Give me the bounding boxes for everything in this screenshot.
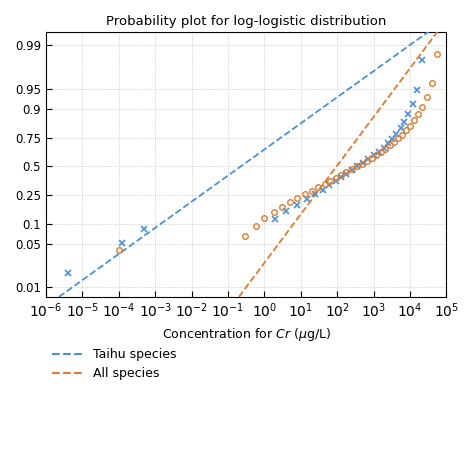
Title: Probability plot for log-logistic distribution: Probability plot for log-logistic distri… [106,15,386,28]
X-axis label: Concentration for $\it{Cr}$ ($\mu$g/L): Concentration for $\it{Cr}$ ($\mu$g/L) [162,326,331,343]
Legend: Taihu species, All species: Taihu species, All species [52,348,177,380]
